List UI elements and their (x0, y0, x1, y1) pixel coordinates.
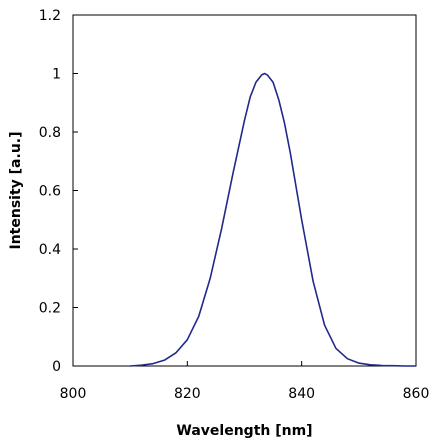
y-tick-label: 0.8 (39, 125, 61, 141)
y-tick-label: 1.2 (39, 8, 61, 24)
y-tick-label: 0.4 (39, 242, 61, 258)
x-tick-label: 820 (174, 386, 201, 402)
x-tick-label: 840 (288, 386, 315, 402)
x-tick-label: 800 (60, 386, 87, 402)
plot-area-frame (72, 14, 417, 367)
y-tick-label: 0.6 (39, 184, 61, 200)
y-tick-label: 0.2 (39, 301, 61, 317)
y-axis-ticks: 0 0.2 0.4 0.6 0.8 1 1.2 (39, 8, 78, 375)
x-axis-ticks: 800 820 840 860 (60, 361, 430, 402)
y-tick-label: 0 (52, 359, 61, 375)
series-line (130, 72, 416, 367)
series-layer (130, 72, 416, 367)
y-tick-label: 1 (52, 67, 61, 83)
y-axis-title: Intensity [a.u.] (8, 131, 24, 249)
x-axis-title: Wavelength [nm] (176, 423, 312, 439)
x-tick-label: 860 (403, 386, 430, 402)
